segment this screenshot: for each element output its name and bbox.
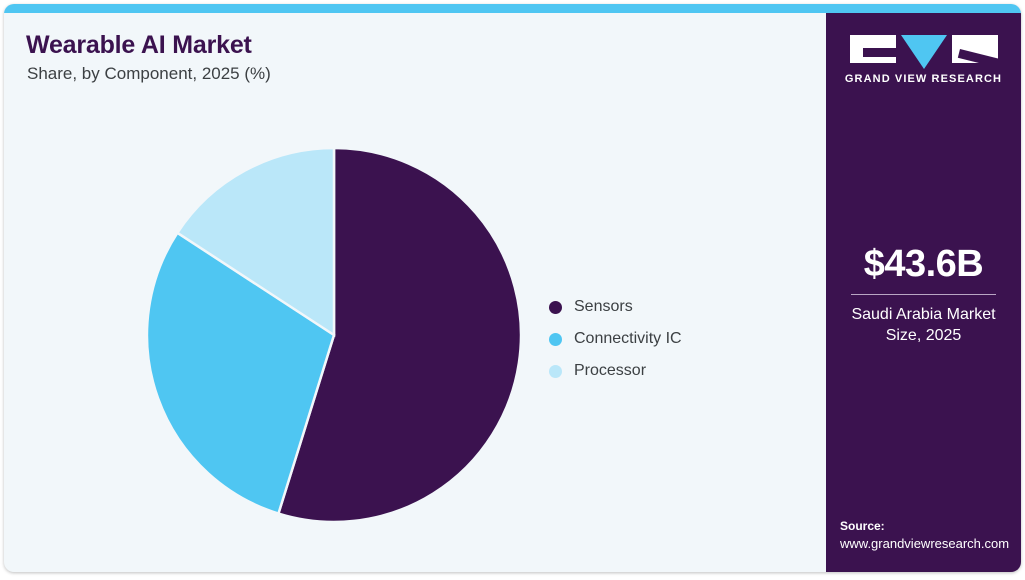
chart-card: Wearable AI Market Share, by Component, … — [4, 4, 1021, 572]
pie-chart-area: Sensors Connectivity IC Processor — [4, 13, 822, 572]
source-label: Source: — [840, 519, 885, 534]
pie-slice-sensors[interactable] — [276, 146, 523, 524]
logo-r-icon — [951, 35, 998, 63]
legend-label-connectivity-ic: Connectivity IC — [574, 330, 682, 347]
legend-item-sensors[interactable]: Sensors — [549, 291, 789, 323]
legend-swatch-sensors — [549, 300, 562, 314]
legend-item-connectivity-ic[interactable]: Connectivity IC — [549, 323, 789, 355]
logo-g-icon — [849, 35, 896, 63]
chart-legend: Sensors Connectivity IC Processor — [549, 291, 789, 387]
pie-slices — [145, 146, 523, 524]
stat-block: $43.6B Saudi Arabia Market Size, 2025 — [826, 243, 1021, 347]
pie-slice-processor[interactable] — [175, 146, 336, 338]
legend-swatch-processor — [549, 364, 562, 378]
logo-v-triangle-icon — [900, 35, 947, 69]
legend-swatch-connectivity-ic — [549, 332, 562, 346]
brand-logo: GRAND VIEW RESEARCH — [826, 35, 1021, 85]
page-title: Wearable AI Market — [26, 31, 252, 59]
pie-chart — [145, 146, 523, 524]
logo-wordmark: GRAND VIEW RESEARCH — [844, 73, 1003, 85]
source-url[interactable]: www.grandviewresearch.com — [840, 536, 1010, 552]
logo-marks — [826, 35, 1021, 69]
stat-value: $43.6B — [863, 243, 984, 285]
side-panel: GRAND VIEW RESEARCH $43.6B Saudi Arabia … — [826, 13, 1021, 572]
stat-caption: Saudi Arabia Market Size, 2025 — [851, 305, 996, 345]
legend-label-processor: Processor — [574, 362, 647, 379]
stat-divider — [851, 293, 996, 295]
top-accent-bar — [4, 4, 1021, 13]
legend-label-sensors: Sensors — [574, 298, 633, 315]
chart-panel: Wearable AI Market Share, by Component, … — [4, 13, 822, 572]
legend-item-processor[interactable]: Processor — [549, 355, 789, 387]
page-subtitle: Share, by Component, 2025 (%) — [27, 64, 271, 83]
source-block: Source: www.grandviewresearch.com — [840, 517, 1020, 554]
pie-slice-connectivity-ic[interactable] — [145, 231, 336, 516]
